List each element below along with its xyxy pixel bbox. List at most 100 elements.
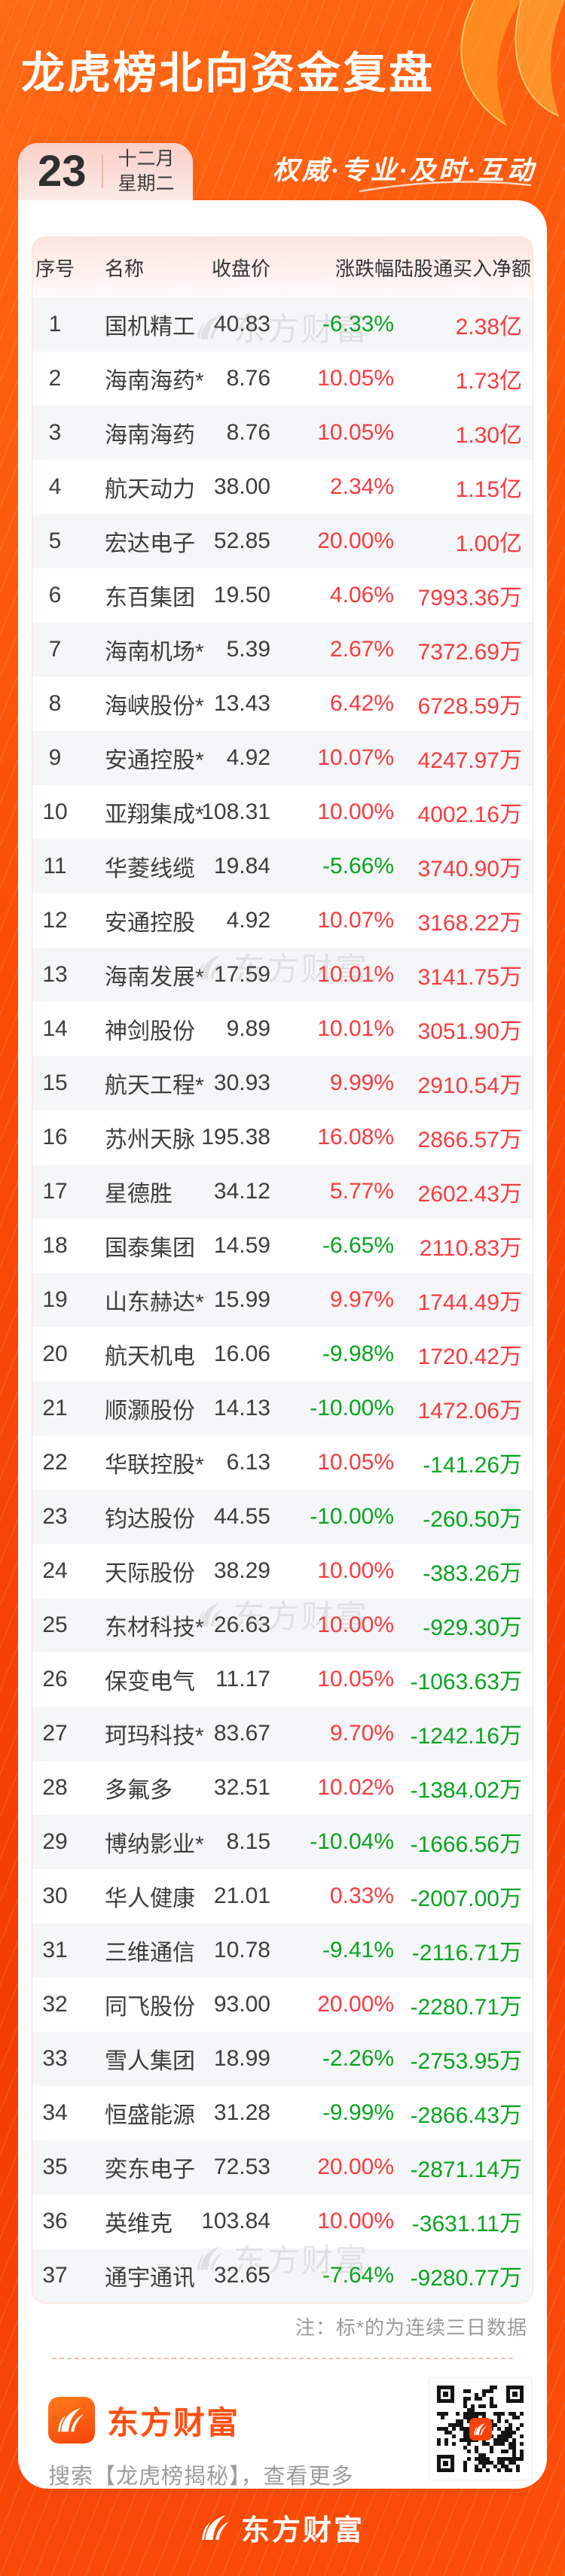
row-change: -6.65% — [322, 1233, 394, 1258]
table-row: 15 航天工程* 30.93 9.99% 2910.54万 — [32, 1056, 533, 1110]
table-row: 27 珂玛科技* 83.67 9.70% -1242.16万 — [32, 1707, 533, 1761]
col-header-change: 涨跌幅 — [334, 257, 394, 280]
row-net: 4247.97万 — [417, 748, 522, 773]
col-header-close: 收盘价 — [211, 257, 270, 280]
row-close: 72.53 — [213, 2154, 270, 2179]
row-seq: 18 — [42, 1233, 68, 1258]
row-name: 华人健康 — [105, 1886, 195, 1911]
row-close: 38.00 — [213, 474, 270, 499]
row-net: -141.26万 — [423, 1453, 522, 1478]
row-change: 10.00% — [317, 2209, 394, 2233]
bottom-brand-name: 东方财富 — [240, 2515, 365, 2547]
row-close: 15.99 — [213, 1287, 270, 1312]
eastmoney-logo-icon — [48, 2397, 95, 2444]
row-name: 山东赫达* — [105, 1290, 204, 1315]
row-seq: 20 — [42, 1341, 68, 1366]
row-close: 6.13 — [226, 1450, 270, 1475]
row-close: 16.06 — [213, 1341, 270, 1366]
row-change: 4.06% — [329, 583, 394, 607]
bottom-brand: 东方财富 — [0, 2507, 565, 2548]
row-change: -9.98% — [322, 1341, 394, 1366]
row-close: 14.59 — [213, 1233, 270, 1258]
date-day: 23 — [38, 147, 87, 196]
table-row: 22 华联控股* 6.13 10.05% -141.26万 — [32, 1436, 533, 1490]
row-change: 20.00% — [317, 528, 394, 553]
row-net: -2116.71万 — [411, 1941, 522, 1965]
row-seq: 2 — [48, 366, 62, 391]
row-close: 8.76 — [226, 420, 270, 445]
row-name: 宏达电子 — [105, 531, 195, 556]
row-net: 3141.75万 — [417, 965, 522, 990]
search-hint: 搜索【龙虎榜揭秘】，查看更多 — [48, 2465, 354, 2489]
row-name: 航天动力 — [105, 477, 195, 502]
row-change: 20.00% — [317, 2154, 394, 2179]
row-change: -6.33% — [322, 312, 394, 336]
row-name: 航天工程* — [105, 1073, 204, 1098]
row-change: 10.00% — [317, 1558, 394, 1583]
row-change: -5.66% — [322, 854, 394, 878]
table-row: 33 雪人集团 18.99 -2.26% -2753.95万 — [32, 2032, 533, 2086]
qr-center-logo-icon — [469, 2417, 492, 2441]
row-seq: 32 — [42, 1992, 68, 2017]
row-change: 10.05% — [317, 420, 394, 445]
table-row: 21 顺灏股份 14.13 -10.00% 1472.06万 — [32, 1381, 533, 1436]
row-name: 海南海药* — [105, 369, 204, 394]
row-net: 3051.90万 — [417, 1019, 522, 1044]
row-net: 6728.59万 — [417, 694, 522, 719]
row-seq: 6 — [48, 583, 62, 607]
row-change: -7.64% — [322, 2263, 394, 2288]
row-seq: 5 — [48, 528, 62, 553]
row-net: -2871.14万 — [410, 2157, 522, 2182]
table-row: 13 海南发展* 17.59 10.01% 3141.75万 — [32, 948, 533, 1002]
dashed-divider — [52, 2358, 513, 2359]
row-name: 国机精工 — [105, 315, 195, 340]
row-change: 10.01% — [317, 962, 394, 987]
footnote: 注：标*的为连续三日数据 — [295, 2316, 527, 2339]
row-change: 9.70% — [329, 1721, 394, 1746]
row-net: 1720.42万 — [417, 1344, 522, 1369]
row-change: 9.99% — [329, 1070, 394, 1095]
row-seq: 7 — [48, 637, 62, 662]
row-seq: 34 — [42, 2100, 68, 2125]
table-row: 19 山东赫达* 15.99 9.97% 1744.49万 — [32, 1273, 533, 1327]
row-name: 东百集团 — [105, 586, 195, 611]
row-name: 同飞股份 — [105, 1995, 195, 2020]
eastmoney-logo-icon — [200, 2512, 232, 2544]
row-seq: 22 — [42, 1450, 68, 1475]
row-close: 44.55 — [213, 1504, 270, 1529]
row-net: 1.73亿 — [455, 369, 522, 394]
row-net: -9280.77万 — [410, 2266, 522, 2291]
row-close: 34.12 — [213, 1179, 270, 1204]
row-close: 14.13 — [213, 1396, 270, 1420]
row-net: 1.15亿 — [455, 477, 522, 502]
table-row: 35 奕东电子 72.53 20.00% -2871.14万 — [32, 2140, 533, 2194]
date-weekday: 星期二 — [118, 173, 175, 194]
row-name: 海南发展* — [105, 965, 204, 990]
brand-slogan: 权威·专业·及时·互动 — [272, 156, 536, 185]
row-close: 8.76 — [226, 366, 270, 391]
row-change: 6.42% — [329, 691, 394, 716]
row-net: -2280.71万 — [410, 1995, 522, 2020]
col-header-net: 陆股通买入净额 — [394, 257, 532, 280]
row-seq: 26 — [42, 1667, 68, 1691]
row-close: 13.43 — [213, 691, 270, 716]
row-seq: 12 — [42, 908, 68, 933]
row-close: 32.65 — [213, 2263, 270, 2288]
row-seq: 31 — [42, 1938, 68, 1962]
row-name: 珂玛科技* — [105, 1724, 204, 1749]
row-change: 10.05% — [317, 1667, 394, 1691]
row-name: 雪人集团 — [105, 2049, 195, 2074]
row-name: 航天机电 — [105, 1344, 195, 1369]
row-net: 2110.83万 — [419, 1236, 522, 1261]
row-name: 神剑股份 — [105, 1019, 195, 1044]
flame-decoration-icon — [460, 0, 565, 126]
row-change: 16.08% — [317, 1125, 394, 1149]
row-seq: 30 — [42, 1883, 68, 1908]
table-row: 9 安通控股* 4.92 10.07% 4247.97万 — [32, 731, 533, 785]
row-name: 华菱线缆 — [105, 857, 195, 882]
row-close: 21.01 — [213, 1883, 270, 1908]
row-change: -10.00% — [310, 1396, 394, 1420]
row-change: -9.41% — [322, 1938, 394, 1962]
row-name: 东材科技* — [105, 1615, 204, 1640]
